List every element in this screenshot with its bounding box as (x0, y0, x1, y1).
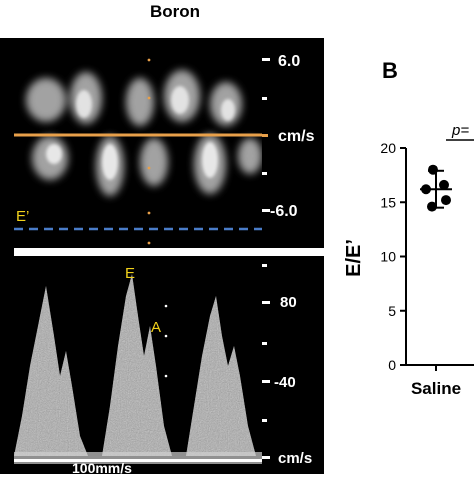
y-tick-labels: 0 5 10 15 20 (380, 140, 396, 373)
mitral-inflow-trace: E A 100mm/s (14, 265, 262, 474)
x-tick-labels: Saline (411, 379, 461, 398)
scale-80: 80 (280, 294, 297, 311)
a-wave-label: A (151, 319, 161, 336)
data-points (420, 164, 452, 212)
panel-b-letter: B (382, 58, 398, 83)
scale-40: -40 (274, 374, 296, 391)
sweep-speed-label: 100mm/s (72, 460, 132, 474)
y-tick-label: 0 (388, 357, 396, 373)
data-point (428, 164, 438, 175)
p-value-annotation: p= (451, 122, 469, 139)
data-point (427, 201, 437, 212)
x-tick-label: Saline (411, 379, 461, 398)
scale-unit-bottom: cm/s (278, 450, 312, 467)
y-tick-label: 5 (388, 303, 396, 319)
y-axis-label: E/E’ (343, 239, 365, 277)
mitral-inflow-scale: 80 -40 cm/s (262, 256, 324, 474)
tissue-doppler-scale: 6.0 cm/s -6.0 (248, 38, 324, 248)
scale-unit: cm/s (278, 128, 315, 145)
scale-upper: 6.0 (278, 53, 300, 70)
data-point (441, 195, 451, 206)
tissue-doppler-trace: E’ (14, 58, 262, 245)
tissue-doppler-panel: E’ (14, 38, 262, 248)
scale-lower: -6.0 (270, 203, 298, 220)
y-tick-label: 10 (380, 249, 396, 265)
y-tick-label: 15 (380, 194, 396, 210)
chart-axes (400, 147, 474, 371)
e-wave-label: E (125, 265, 135, 282)
e-prime-label: E’ (16, 208, 29, 225)
figure-title: Boron (149, 2, 201, 21)
mitral-inflow-panel: E A 100mm/s (14, 256, 262, 474)
data-point (421, 184, 431, 195)
y-tick-label: 20 (380, 140, 396, 156)
data-point (439, 179, 449, 190)
left-panel-edge (0, 38, 14, 474)
ratio-chart: E/E’ 0 5 10 15 20 Saline p= (343, 122, 474, 398)
